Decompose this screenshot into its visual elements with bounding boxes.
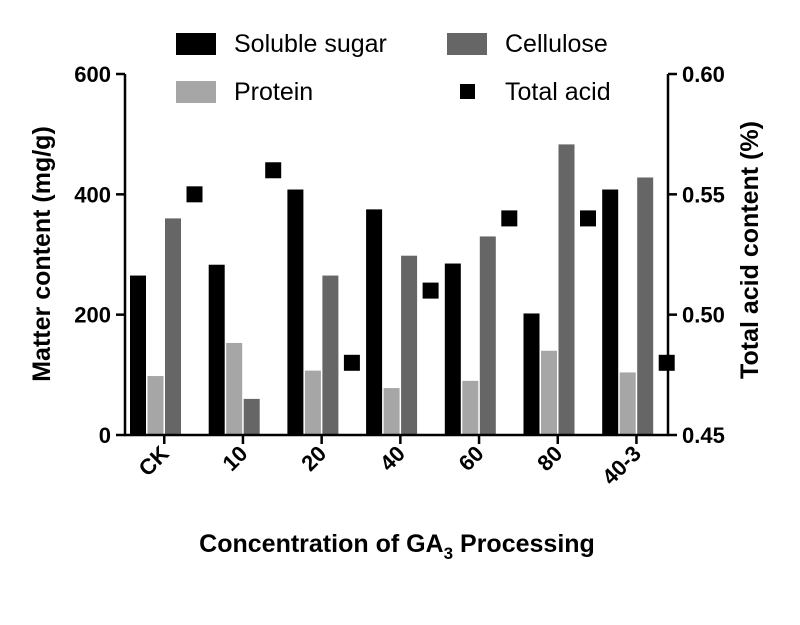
bar-group <box>130 144 654 435</box>
y-axis-title: Matter content (mg/g) <box>28 126 56 382</box>
legend-label-cellulose: Cellulose <box>505 30 608 58</box>
y2-tick-label: 0.50 <box>682 303 725 328</box>
marker-total-acid-40 <box>422 282 439 299</box>
bar-cellulose-ck <box>165 218 181 435</box>
x-tick-labels: CK 10 20 40 60 80 40-3 <box>134 441 646 490</box>
bar-cellulose-40 <box>401 255 418 435</box>
marker-total-acid-40-3 <box>658 354 675 371</box>
bar-protein-40 <box>383 388 400 435</box>
bar-soluble-sugar-40 <box>366 209 383 435</box>
legend-swatch-soluble-sugar <box>176 33 216 55</box>
y-tick-label: 600 <box>74 62 111 87</box>
axes: 0 200 400 600 0.45 0.50 0.55 0.60 <box>74 62 725 448</box>
bar-soluble-sugar-40-3 <box>602 189 619 435</box>
x-axis-title-main: Concentration of GA <box>199 530 443 558</box>
legend-label-soluble-sugar: Soluble sugar <box>234 30 387 58</box>
marker-total-acid-60 <box>501 210 518 227</box>
marker-group <box>186 162 675 371</box>
x-tick-label: CK <box>134 441 174 481</box>
y-tick-label: 200 <box>74 303 111 328</box>
bar-cellulose-40-3 <box>637 177 654 435</box>
y2-axis-title: Total acid content (%) <box>736 121 764 379</box>
y-tick-label: 400 <box>74 182 111 207</box>
y2-tick-label: 0.55 <box>682 182 725 207</box>
bar-cellulose-60 <box>479 236 496 435</box>
x-axis-title: Concentration of GA3 Processing <box>199 530 595 563</box>
legend-label-protein: Protein <box>234 78 313 106</box>
bar-protein-40-3 <box>619 372 636 435</box>
legend-swatch-cellulose <box>447 33 487 55</box>
bar-protein-60 <box>462 380 479 435</box>
y-tick-label: 0 <box>99 423 111 448</box>
bar-soluble-sugar-10 <box>208 264 225 435</box>
x-tick-label: 40 <box>375 441 410 476</box>
y2-tick-label: 0.60 <box>682 62 725 87</box>
marker-total-acid-20 <box>343 354 360 371</box>
bar-cellulose-20 <box>322 275 339 435</box>
x-tick-label: 60 <box>454 441 489 476</box>
marker-total-acid-ck <box>186 186 203 203</box>
bar-protein-ck <box>147 376 164 435</box>
x-axis-title-subscript: 3 <box>444 544 453 563</box>
bar-soluble-sugar-60 <box>444 263 461 435</box>
x-tick-label: 40-3 <box>597 441 646 490</box>
bar-soluble-sugar-ck <box>130 275 146 435</box>
legend-swatch-total-acid <box>460 84 475 99</box>
bar-soluble-sugar-20 <box>287 189 304 435</box>
legend-label-total-acid: Total acid <box>505 78 611 106</box>
x-tick-label: 80 <box>532 441 567 476</box>
bar-protein-80 <box>541 350 557 435</box>
legend-swatch-protein <box>176 81 216 103</box>
bar-cellulose-80 <box>558 144 575 435</box>
x-axis-title-tail: Processing <box>453 530 595 558</box>
bar-soluble-sugar-80 <box>523 313 540 435</box>
marker-total-acid-80 <box>580 210 596 227</box>
marker-total-acid-10 <box>265 162 282 179</box>
bar-protein-20 <box>304 370 321 435</box>
y2-tick-label: 0.45 <box>682 423 725 448</box>
bar-cellulose-10 <box>243 398 260 435</box>
x-tick-label: 10 <box>217 441 252 476</box>
legend: Soluble sugar Cellulose Protein Total acid <box>176 30 611 106</box>
bar-protein-10 <box>226 342 243 435</box>
x-tick-label: 20 <box>296 441 331 476</box>
